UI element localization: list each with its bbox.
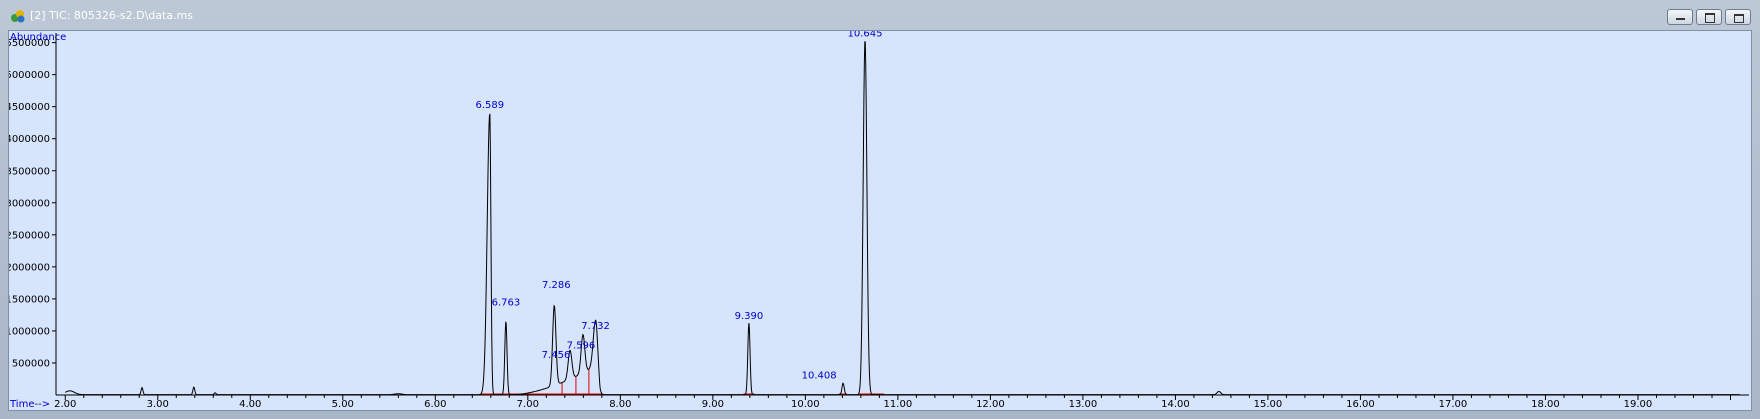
peak-label: 6.763 bbox=[492, 297, 521, 308]
x-tick-label: 5.00 bbox=[332, 399, 354, 410]
y-tick-label: 3000000 bbox=[9, 198, 50, 209]
y-axis-label: Abundance bbox=[10, 32, 66, 43]
peak-label: 10.645 bbox=[848, 31, 883, 39]
x-tick-label: 15.00 bbox=[1254, 399, 1283, 410]
peak-label: 9.390 bbox=[735, 311, 764, 322]
minimize-icon bbox=[1676, 18, 1685, 20]
peak-label: 7.286 bbox=[542, 280, 571, 291]
x-tick-label: 10.00 bbox=[791, 399, 820, 410]
peak-label: 10.408 bbox=[802, 370, 837, 381]
y-tick-label: 1000000 bbox=[9, 326, 50, 337]
restore-icon bbox=[1705, 13, 1715, 23]
chart-area: Abundance Time--> 500000 1000000 1500000 20… bbox=[5, 28, 1752, 411]
x-tick-label: 12.00 bbox=[976, 399, 1005, 410]
y-tick-label: 5000000 bbox=[9, 70, 50, 81]
chromatogram-chart: Abundance Time--> 500000 1000000 1500000 20… bbox=[5, 28, 1749, 410]
y-tick-label: 2500000 bbox=[9, 230, 50, 241]
x-tick-label: 14.00 bbox=[1161, 399, 1190, 410]
x-tick-label: 7.00 bbox=[517, 399, 539, 410]
close-icon bbox=[1734, 14, 1744, 23]
close-button[interactable] bbox=[1725, 9, 1751, 25]
restore-button[interactable] bbox=[1696, 9, 1722, 25]
peak-label: 7.456 bbox=[542, 350, 571, 361]
x-tick-label: 11.00 bbox=[884, 399, 913, 410]
window-title: [2] TIC: 805326-s2.D\data.ms bbox=[30, 9, 194, 22]
x-tick-label: 2.00 bbox=[54, 399, 76, 410]
x-axis-label: Time--> bbox=[9, 399, 50, 410]
peak-label: 7.596 bbox=[567, 341, 596, 352]
y-tick-label: 4500000 bbox=[9, 102, 50, 113]
y-tick-label: 4000000 bbox=[9, 134, 50, 145]
x-tick-label: 9.00 bbox=[702, 399, 724, 410]
y-tick-label: 3500000 bbox=[9, 166, 50, 177]
peak-label: 7.732 bbox=[581, 321, 610, 332]
y-tick-label: 500000 bbox=[12, 358, 50, 369]
x-tick-label: 8.00 bbox=[609, 399, 631, 410]
x-tick-label: 13.00 bbox=[1069, 399, 1098, 410]
x-tick-label: 6.00 bbox=[424, 399, 446, 410]
y-tick-label: 2000000 bbox=[9, 262, 50, 273]
x-tick-label: 17.00 bbox=[1439, 399, 1468, 410]
x-tick-label: 19.00 bbox=[1624, 399, 1653, 410]
peak-label: 6.589 bbox=[475, 100, 504, 111]
tic-trace bbox=[65, 41, 1740, 396]
window-titlebar[interactable]: [2] TIC: 805326-s2.D\data.ms bbox=[0, 0, 1760, 30]
x-tick-label: 16.00 bbox=[1346, 399, 1375, 410]
y-tick-label: 5500000 bbox=[9, 38, 50, 49]
x-tick-label: 4.00 bbox=[239, 399, 261, 410]
y-tick-label: 1500000 bbox=[9, 294, 50, 305]
app-icon bbox=[11, 10, 25, 23]
minimize-button[interactable] bbox=[1667, 9, 1693, 25]
x-tick-label: 18.00 bbox=[1531, 399, 1560, 410]
x-tick-label: 3.00 bbox=[147, 399, 169, 410]
